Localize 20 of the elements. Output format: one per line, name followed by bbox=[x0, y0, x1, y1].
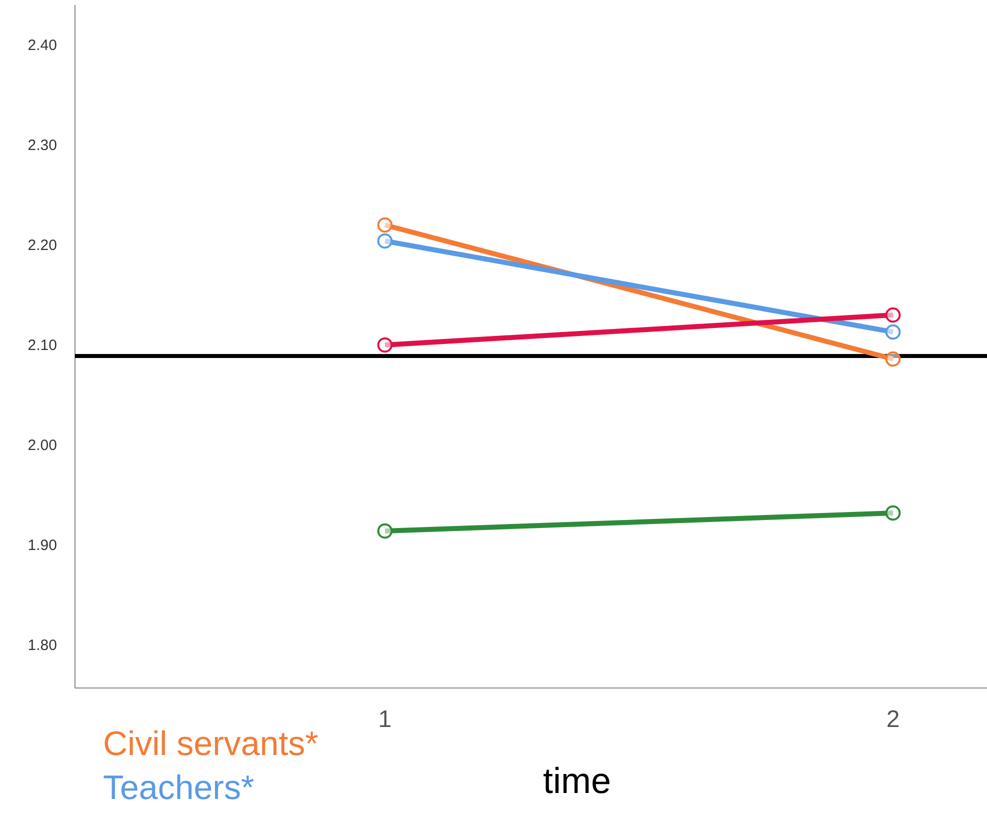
text: Civil servants* bbox=[103, 725, 318, 763]
x-tick-label: 1 bbox=[378, 706, 392, 734]
y-tick-label: 1.90 bbox=[28, 536, 57, 554]
point bbox=[885, 505, 901, 521]
y-tick-label: 1.80 bbox=[28, 636, 57, 654]
point bbox=[377, 233, 393, 249]
point bbox=[885, 324, 901, 340]
y-tick-label: 2.10 bbox=[28, 336, 57, 354]
text: Teachers* bbox=[103, 769, 254, 807]
y-tick-label: 2.40 bbox=[28, 36, 57, 54]
x-axis-title: time bbox=[542, 760, 612, 801]
y-tick-label: 2.00 bbox=[28, 436, 57, 454]
point bbox=[885, 351, 901, 367]
point bbox=[377, 523, 393, 539]
point bbox=[885, 307, 901, 323]
point bbox=[377, 217, 393, 233]
x-tick-label: 2 bbox=[886, 706, 900, 734]
y-tick-label: 2.20 bbox=[28, 236, 57, 254]
point bbox=[377, 337, 393, 353]
y-tick-label: 2.30 bbox=[28, 136, 57, 154]
